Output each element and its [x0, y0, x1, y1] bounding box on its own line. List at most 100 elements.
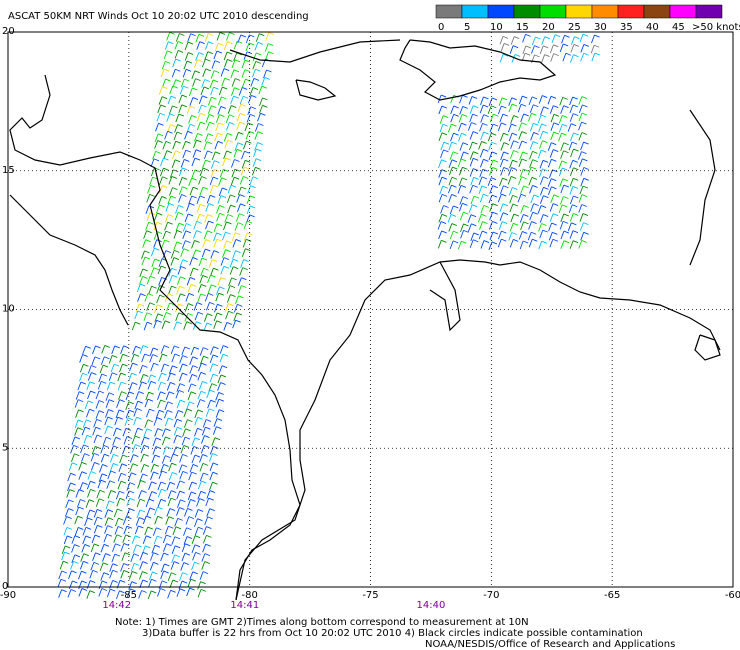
wind-barb [220, 68, 230, 77]
wind-barb [450, 105, 459, 115]
wind-barb [104, 509, 114, 518]
wind-barb [184, 213, 194, 223]
wind-barb [208, 259, 218, 268]
wind-barb [202, 159, 211, 169]
wind-barb [68, 580, 78, 590]
wind-barb [209, 445, 219, 455]
wind-barb [105, 392, 115, 401]
wind-barb [122, 427, 132, 437]
wind-barb [157, 588, 166, 597]
wind-barb [199, 472, 209, 482]
wind-barb [140, 444, 150, 454]
wind-barb [206, 508, 215, 517]
wind-barb [87, 390, 96, 400]
wind-barb [178, 372, 188, 382]
wind-barb [74, 419, 84, 429]
wind-barb [204, 51, 214, 60]
wind-barb [91, 356, 101, 366]
wind-barb [202, 68, 211, 77]
wind-barb [164, 417, 174, 427]
wind-barb [237, 186, 247, 196]
wind-barb [558, 115, 568, 124]
wind-barb [100, 543, 110, 553]
wind-barb [138, 590, 147, 599]
wind-barb [479, 148, 489, 158]
wind-barb [144, 419, 153, 428]
wind-barb [246, 205, 256, 215]
wind-barb [489, 203, 498, 212]
wind-barb [539, 214, 549, 223]
wind-barb [166, 31, 175, 41]
wind-barb [146, 408, 155, 418]
wind-barb [227, 204, 236, 214]
wind-barb [560, 213, 569, 223]
wind-barb [187, 499, 196, 508]
lon-label: -85 [121, 590, 137, 601]
wind-barb [213, 320, 222, 329]
wind-barb [173, 434, 182, 444]
wind-barb [237, 285, 247, 294]
wind-barb [500, 43, 510, 52]
wind-barb [57, 578, 67, 588]
wind-barb [98, 580, 108, 590]
wind-barb [162, 311, 172, 321]
wind-barb [111, 553, 121, 563]
wind-barb [537, 149, 547, 159]
wind-barb [122, 516, 132, 525]
wind-barb [211, 151, 221, 161]
wind-barb [469, 105, 479, 114]
wind-barb [520, 113, 529, 123]
wind-barb [81, 426, 91, 436]
wind-barb [569, 230, 579, 239]
wind-barb [469, 168, 479, 177]
wind-barb [161, 436, 171, 446]
legend-label: 0 [438, 22, 444, 33]
wind-barb [148, 578, 157, 588]
wind-barb [189, 257, 198, 266]
legend-swatch [435, 4, 463, 19]
wind-barb [164, 41, 174, 50]
wind-barb [206, 194, 216, 204]
lat-label: 0 [2, 581, 8, 592]
wind-barb [449, 151, 459, 160]
wind-barb [450, 113, 459, 123]
wind-barb [183, 321, 192, 330]
wind-barb [70, 560, 79, 570]
wind-barb [105, 399, 115, 408]
wind-barb [150, 552, 159, 561]
wind-barb [82, 526, 92, 536]
wind-barb [522, 33, 531, 43]
wind-barb [185, 516, 195, 525]
wind-barb [141, 256, 151, 266]
wind-barb [438, 213, 448, 223]
wind-barb [113, 508, 123, 518]
wind-barb [517, 103, 527, 113]
wind-barb [539, 168, 548, 178]
wind-barb [193, 230, 202, 239]
legend-label: 25 [568, 22, 581, 33]
wind-barb [59, 560, 69, 570]
coastline [694, 334, 721, 361]
wind-barb [479, 193, 489, 203]
wind-barb [448, 184, 457, 194]
wind-barb [529, 159, 538, 168]
wind-barb [488, 141, 497, 151]
wind-barb [216, 32, 226, 41]
wind-barb [223, 150, 232, 160]
wind-barb [163, 50, 173, 59]
wind-barb [519, 151, 528, 161]
wind-barb [519, 168, 529, 178]
wind-barb [137, 480, 146, 489]
wind-barb [224, 139, 233, 149]
wind-barb [146, 193, 155, 203]
wind-barb [199, 347, 209, 356]
wind-barb [233, 40, 243, 50]
note-line: Note: 1) Times are GMT 2)Times along bot… [115, 617, 529, 628]
title: ASCAT 50KM NRT Winds Oct 10 20:02 UTC 20… [8, 11, 309, 22]
wind-barb [223, 132, 233, 142]
wind-barb [176, 499, 186, 508]
wind-barb [65, 508, 74, 517]
wind-barb [558, 160, 568, 170]
wind-barb [209, 79, 219, 89]
wind-barb [153, 535, 163, 545]
